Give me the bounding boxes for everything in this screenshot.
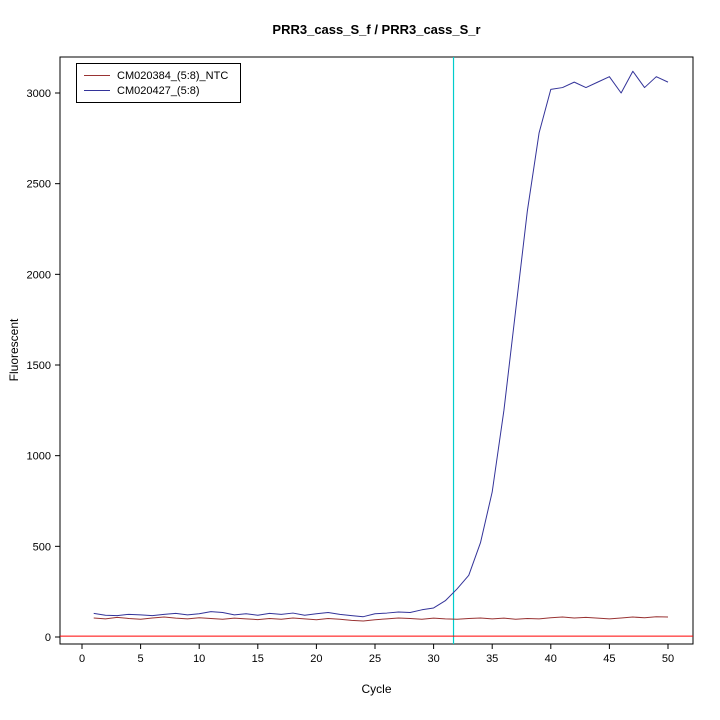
y-tick-label: 1500 (27, 360, 51, 372)
x-tick-label: 5 (138, 653, 144, 665)
y-tick-label: 500 (33, 541, 51, 553)
legend-line-sample-ntc (84, 75, 110, 76)
x-tick-label: 35 (486, 653, 498, 665)
x-tick-label: 20 (310, 653, 322, 665)
y-tick-label: 2500 (27, 179, 51, 191)
plot-box (59, 56, 694, 645)
x-tick-label: 45 (603, 653, 615, 665)
legend-item-ntc: CM020384_(5:8)_NTC (84, 68, 228, 83)
x-tick-label: 30 (427, 653, 439, 665)
x-tick-label: 15 (252, 653, 264, 665)
y-tick-label: 0 (45, 632, 51, 644)
series-line-sample (93, 70, 669, 618)
legend: CM020384_(5:8)_NTC CM020427_(5:8) (76, 63, 242, 103)
chart-title: PRR3_cass_S_f / PRR3_cass_S_r (272, 22, 481, 37)
x-tick-label: 10 (193, 653, 205, 665)
y-tick-label: 1000 (27, 451, 51, 463)
x-axis-label: Cycle (361, 682, 392, 696)
y-tick-label: 3000 (27, 88, 51, 100)
series-line-ntc (93, 616, 669, 622)
legend-line-sample (84, 90, 110, 91)
y-tick-label: 2000 (27, 269, 51, 281)
legend-label-ntc: CM020384_(5:8)_NTC (117, 69, 229, 82)
legend-item-sample: CM020427_(5:8) (84, 83, 228, 98)
legend-label-sample: CM020427_(5:8) (117, 84, 200, 97)
x-tick-label: 40 (545, 653, 557, 665)
x-tick-label: 25 (369, 653, 381, 665)
x-tick-label: 0 (79, 653, 85, 665)
x-tick-label: 50 (662, 653, 674, 665)
